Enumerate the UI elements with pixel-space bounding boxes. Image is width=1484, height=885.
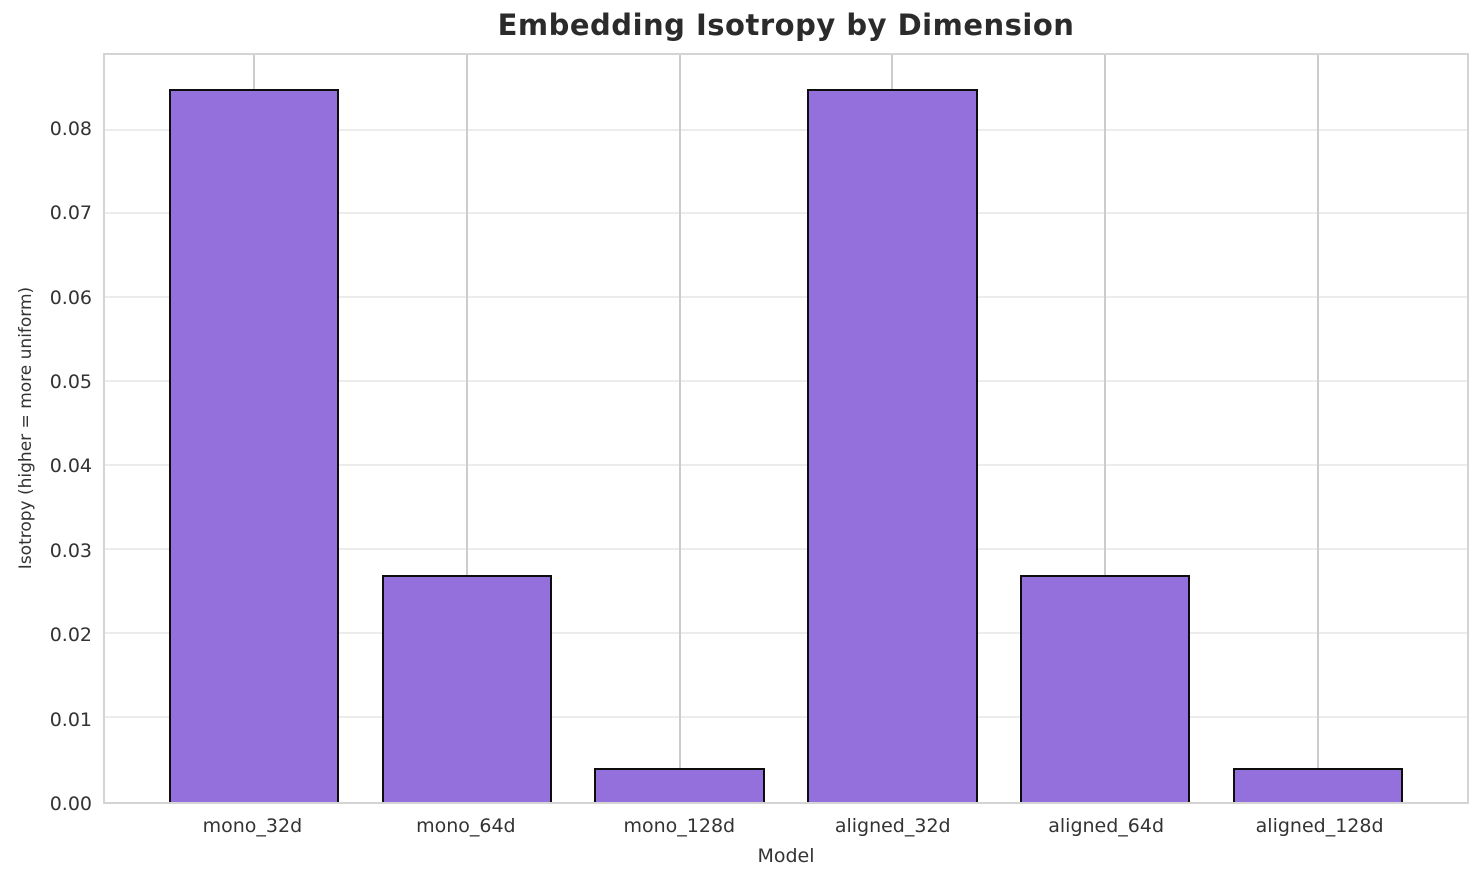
horizontal-gridline <box>105 128 1467 131</box>
horizontal-gridline <box>105 548 1467 551</box>
plot-area <box>103 53 1469 804</box>
vertical-gridline <box>678 55 681 802</box>
bar-aligned_64d <box>1020 575 1191 802</box>
bar-mono_128d <box>594 768 765 802</box>
x-axis-label: Model <box>757 845 815 867</box>
horizontal-gridline <box>105 212 1467 215</box>
y-tick-label: 0.07 <box>49 202 92 225</box>
y-tick-label: 0.05 <box>49 371 92 394</box>
x-tick-label: aligned_32d <box>834 815 951 837</box>
y-tick-label: 0.01 <box>49 708 92 731</box>
y-tick-label: 0.08 <box>49 117 92 140</box>
chart-title: Embedding Isotropy by Dimension <box>497 8 1075 42</box>
y-tick-label: 0.00 <box>49 793 92 815</box>
horizontal-gridline <box>105 296 1467 299</box>
y-tick-label: 0.06 <box>49 286 92 309</box>
horizontal-gridline <box>105 464 1467 467</box>
vertical-gridline <box>465 55 468 802</box>
bar-aligned_128d <box>1232 768 1404 802</box>
vertical-gridline <box>1104 55 1107 802</box>
horizontal-gridline <box>105 380 1467 383</box>
bar-aligned_32d <box>807 88 978 802</box>
bar-mono_32d <box>168 88 340 802</box>
y-tick-label: 0.02 <box>49 624 92 647</box>
x-tick-label: aligned_128d <box>1255 815 1384 837</box>
x-tick-label: mono_64d <box>416 815 516 837</box>
bar-mono_64d <box>381 575 552 802</box>
x-tick-label: mono_32d <box>202 815 303 837</box>
y-tick-label: 0.04 <box>49 455 92 478</box>
y-tick-label: 0.03 <box>49 539 92 562</box>
horizontal-gridline <box>105 632 1467 635</box>
horizontal-gridline <box>105 716 1467 719</box>
x-tick-label: aligned_64d <box>1048 815 1165 837</box>
x-tick-label: mono_128d <box>623 815 736 837</box>
y-axis-label: Isotropy (higher = more uniform) <box>16 286 36 570</box>
vertical-gridline <box>1317 55 1320 802</box>
